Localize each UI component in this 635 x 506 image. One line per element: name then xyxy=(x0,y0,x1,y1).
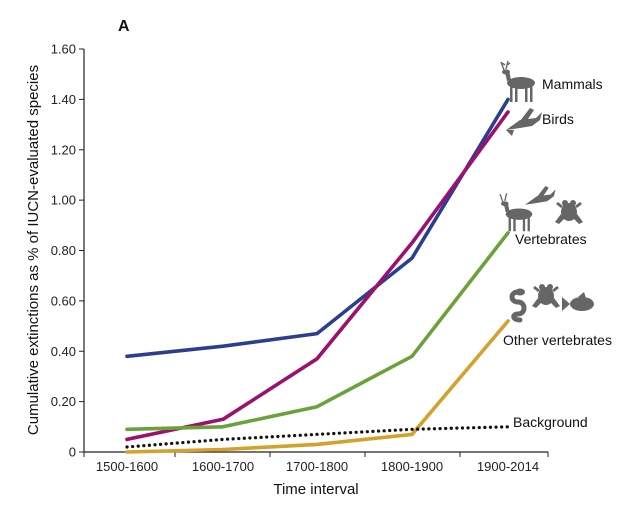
y-ticks: 0 0.20 0.40 0.60 0.80 1.00 1.20 1.40 1.60 xyxy=(51,42,84,460)
birds-icon-group xyxy=(506,108,542,136)
fish-icon xyxy=(562,292,594,311)
deer-icon xyxy=(499,193,533,232)
series-line-vertebrates xyxy=(125,231,510,432)
frog-icon xyxy=(555,200,583,224)
series-line-mammals xyxy=(125,97,510,359)
x-axis-title: Time interval xyxy=(273,481,358,498)
y-tick-label: 1.60 xyxy=(51,42,76,57)
y-tick-label: 0.60 xyxy=(51,293,76,308)
swallow-icon xyxy=(525,186,556,205)
series-label-mammals: Mammals xyxy=(542,76,603,92)
x-ticks: 1500-1600 1600-1700 1700-1800 1800-1900 1900… xyxy=(83,452,549,474)
y-tick-label: 0.20 xyxy=(51,394,76,409)
series-label-background: Background xyxy=(513,414,588,430)
series-label-vertebrates: Vertebrates xyxy=(515,231,587,247)
series-label-other-vertebrates: Other vertebrates xyxy=(503,332,612,348)
x-tick-label: 1900-2014 xyxy=(477,459,539,474)
y-axis-title: Cumulative extinctions as % of IUCN-eval… xyxy=(25,65,42,435)
x-tick-label: 1500-1600 xyxy=(96,459,158,474)
vertebrates-icon-group xyxy=(499,186,583,232)
series-label-birds: Birds xyxy=(542,111,574,127)
x-tick-label: 1800-1900 xyxy=(381,459,443,474)
swallow-icon xyxy=(506,108,542,136)
series-line-background xyxy=(125,425,510,449)
y-tick-label: 1.40 xyxy=(51,92,76,107)
panel-label: A xyxy=(118,18,130,35)
other-vertebrates-icon-group xyxy=(509,284,594,323)
x-tick-label: 1600-1700 xyxy=(192,459,254,474)
y-tick-label: 0.40 xyxy=(51,344,76,359)
frog-icon xyxy=(532,284,560,308)
y-tick-label: 0 xyxy=(69,445,76,460)
snake-icon xyxy=(509,288,527,323)
x-tick-label: 1700-1800 xyxy=(286,459,348,474)
mammals-icon-group xyxy=(500,60,535,102)
series-line-other-vertebrates xyxy=(125,319,510,454)
deer-icon xyxy=(500,60,535,102)
y-tick-label: 1.00 xyxy=(51,193,76,208)
y-tick-label: 1.20 xyxy=(51,142,76,157)
series-lines xyxy=(125,97,510,454)
y-tick-label: 0.80 xyxy=(51,243,76,258)
